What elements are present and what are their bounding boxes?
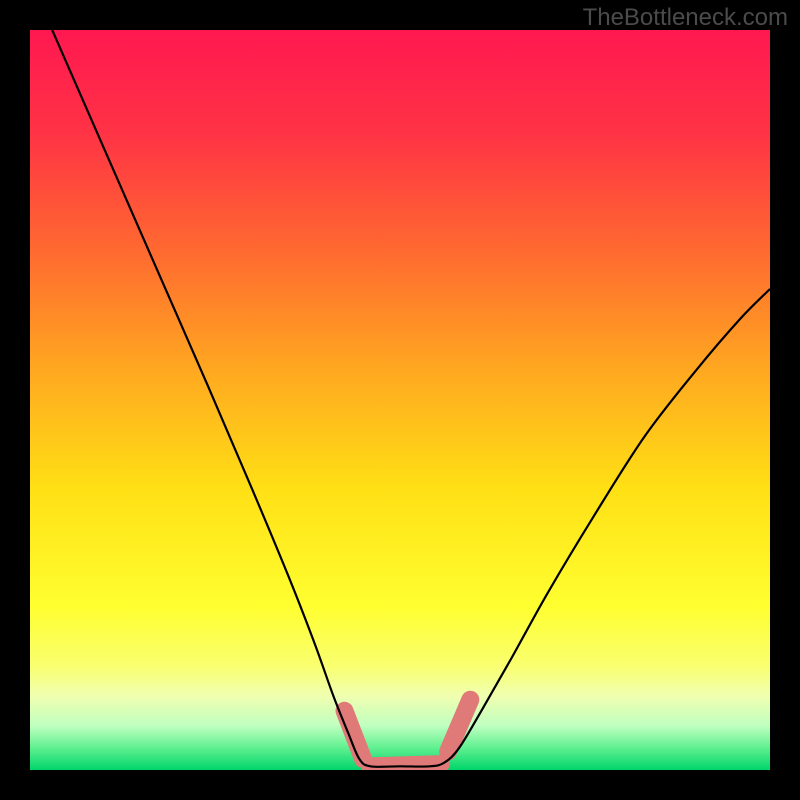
highlight-marker xyxy=(448,700,470,752)
watermark-text: TheBottleneck.com xyxy=(583,4,788,32)
chart-frame xyxy=(0,0,800,800)
bottleneck-curve xyxy=(52,30,770,767)
chart-svg xyxy=(30,30,770,770)
highlight-marker xyxy=(345,711,364,759)
